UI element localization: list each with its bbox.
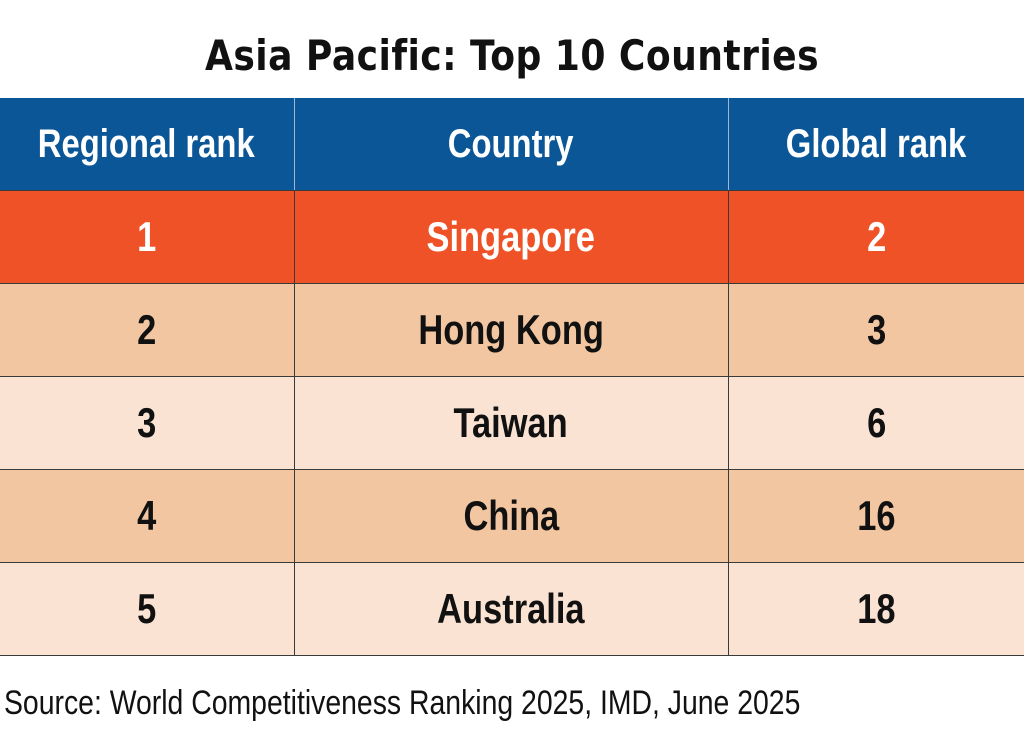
country-cell: Australia <box>293 562 728 656</box>
table-row: 4 China 16 <box>0 469 1024 563</box>
global-rank-cell: 18 <box>727 562 1024 656</box>
header-global-rank: Global rank <box>727 98 1024 191</box>
global-rank-cell: 6 <box>727 376 1024 470</box>
global-rank-cell: 16 <box>727 469 1024 563</box>
ranking-table: Regional rank Country Global rank 1 Singa… <box>0 98 1024 656</box>
table-row: 3 Taiwan 6 <box>0 376 1024 470</box>
ranking-table-grid: Regional rank Country Global rank 1 Singa… <box>0 98 1024 656</box>
table-row: 1 Singapore 2 <box>0 190 1024 284</box>
table-row: 5 Australia 18 <box>0 562 1024 656</box>
global-rank-cell: 2 <box>727 190 1024 284</box>
table-row: 2 Hong Kong 3 <box>0 283 1024 377</box>
country-cell: China <box>293 469 728 563</box>
source-note: Source: World Competitiveness Ranking 20… <box>4 684 801 722</box>
country-cell: Taiwan <box>293 376 728 470</box>
regional-rank-cell: 1 <box>0 190 294 284</box>
regional-rank-cell: 2 <box>0 283 294 377</box>
regional-rank-cell: 4 <box>0 469 294 563</box>
country-cell: Singapore <box>293 190 728 284</box>
table-body: 1 Singapore 2 2 Hong Kong 3 3 Taiwan 6 4 China 16 5 A… <box>0 190 1024 656</box>
country-cell: Hong Kong <box>293 283 728 377</box>
table-header-row: Regional rank Country Global rank <box>0 98 1024 191</box>
regional-rank-cell: 5 <box>0 562 294 656</box>
global-rank-cell: 3 <box>727 283 1024 377</box>
chart-title: Asia Pacific: Top 10 Countries <box>204 31 820 80</box>
header-country: Country <box>293 98 728 191</box>
header-regional-rank: Regional rank <box>0 98 294 191</box>
regional-rank-cell: 3 <box>0 376 294 470</box>
